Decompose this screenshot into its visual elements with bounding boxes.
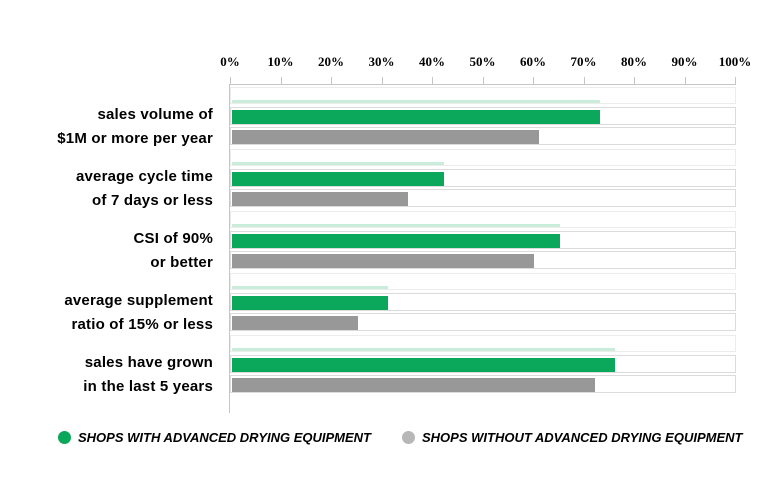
bar-with-drying — [232, 234, 560, 248]
x-tick-mark — [381, 77, 383, 84]
bar-with-drying — [232, 172, 444, 186]
bar-track-without — [230, 375, 736, 393]
bar-track-without — [230, 313, 736, 331]
category-label-line: sales have grown — [84, 354, 213, 371]
x-tick-mark — [533, 77, 534, 84]
x-tick-mark — [331, 77, 332, 84]
x-tick-label: 0% — [220, 54, 240, 69]
bar-reflection — [232, 286, 389, 289]
x-tick-mark — [634, 77, 635, 84]
spacer-track — [230, 335, 736, 352]
category-label: sales have grown in the last 5 years — [0, 351, 213, 399]
bar-with-drying — [232, 110, 600, 124]
x-tick-mark — [684, 77, 686, 84]
bar-without-drying — [232, 316, 358, 330]
bar-reflection — [232, 100, 600, 103]
bar-with-drying — [232, 358, 616, 372]
x-axis-line — [230, 84, 736, 85]
y-axis-line — [229, 84, 230, 413]
category-label-line: average cycle time — [75, 168, 213, 185]
category-label: CSI of 90% or better — [0, 227, 213, 275]
bar-track-with — [230, 231, 736, 249]
x-tick-mark — [482, 77, 484, 84]
bar-without-drying — [232, 130, 540, 144]
category-label-line: CSI of 90% — [133, 230, 213, 247]
x-tick-label: 100% — [718, 54, 752, 69]
x-tick-mark — [280, 77, 282, 84]
bar-without-drying — [232, 192, 409, 206]
bar-track-with — [230, 107, 736, 125]
bar-track-with — [230, 169, 736, 187]
legend-dot-icon — [58, 430, 71, 444]
legend-dot-icon — [402, 430, 415, 444]
x-tick-label: 60% — [520, 54, 546, 69]
x-tick-label: 40% — [419, 54, 445, 69]
x-tick-mark — [230, 77, 231, 84]
bar-track-without — [230, 127, 736, 145]
x-tick-label: 90% — [671, 54, 698, 69]
legend-item-without: SHOPS WITHOUT ADVANCED DRYING EQUIPMENT — [402, 429, 742, 445]
bar-track-with — [230, 293, 736, 311]
x-tick-label: 10% — [267, 54, 294, 69]
x-tick-label: 80% — [621, 54, 647, 69]
category-label-line: average supplement — [64, 292, 213, 309]
category-label-line: $1M or more per year — [57, 130, 213, 147]
x-tick-mark — [735, 77, 736, 84]
bar-without-drying — [232, 378, 595, 392]
x-tick-mark — [583, 77, 585, 84]
spacer-track — [230, 149, 736, 166]
x-tick-label: 20% — [318, 54, 344, 69]
bar-reflection — [232, 224, 560, 227]
bar-reflection — [232, 162, 444, 165]
bar-track-without — [230, 189, 736, 207]
legend-label: SHOPS WITH ADVANCED DRYING EQUIPMENT — [78, 429, 372, 445]
legend: SHOPS WITH ADVANCED DRYING EQUIPMENT SHOP… — [0, 429, 777, 445]
x-tick-mark — [432, 77, 433, 84]
category-label-line: ratio of 15% or less — [71, 316, 213, 333]
bar-without-drying — [232, 254, 535, 268]
category-label-line: sales volume of — [97, 106, 213, 123]
category-label: average cycle time of 7 days or less — [0, 165, 213, 213]
category-label: average supplement ratio of 15% or less — [0, 289, 213, 337]
spacer-track — [230, 211, 736, 228]
spacer-track — [230, 273, 736, 290]
category-label-line: of 7 days or less — [92, 192, 213, 209]
category-label: sales volume of $1M or more per year — [0, 103, 213, 151]
spacer-track — [230, 87, 736, 104]
x-tick-label: 50% — [469, 54, 496, 69]
bar-track-without — [230, 251, 736, 269]
bar-with-drying — [232, 296, 389, 310]
legend-item-with: SHOPS WITH ADVANCED DRYING EQUIPMENT — [58, 429, 371, 445]
x-tick-label: 70% — [570, 54, 597, 69]
category-label-line: in the last 5 years — [83, 378, 213, 395]
x-tick-label: 30% — [368, 54, 395, 69]
bar-track-with — [230, 355, 736, 373]
legend-label: SHOPS WITHOUT ADVANCED DRYING EQUIPMENT — [422, 429, 743, 445]
bar-reflection — [232, 348, 616, 351]
category-label-line: or better — [150, 254, 213, 271]
